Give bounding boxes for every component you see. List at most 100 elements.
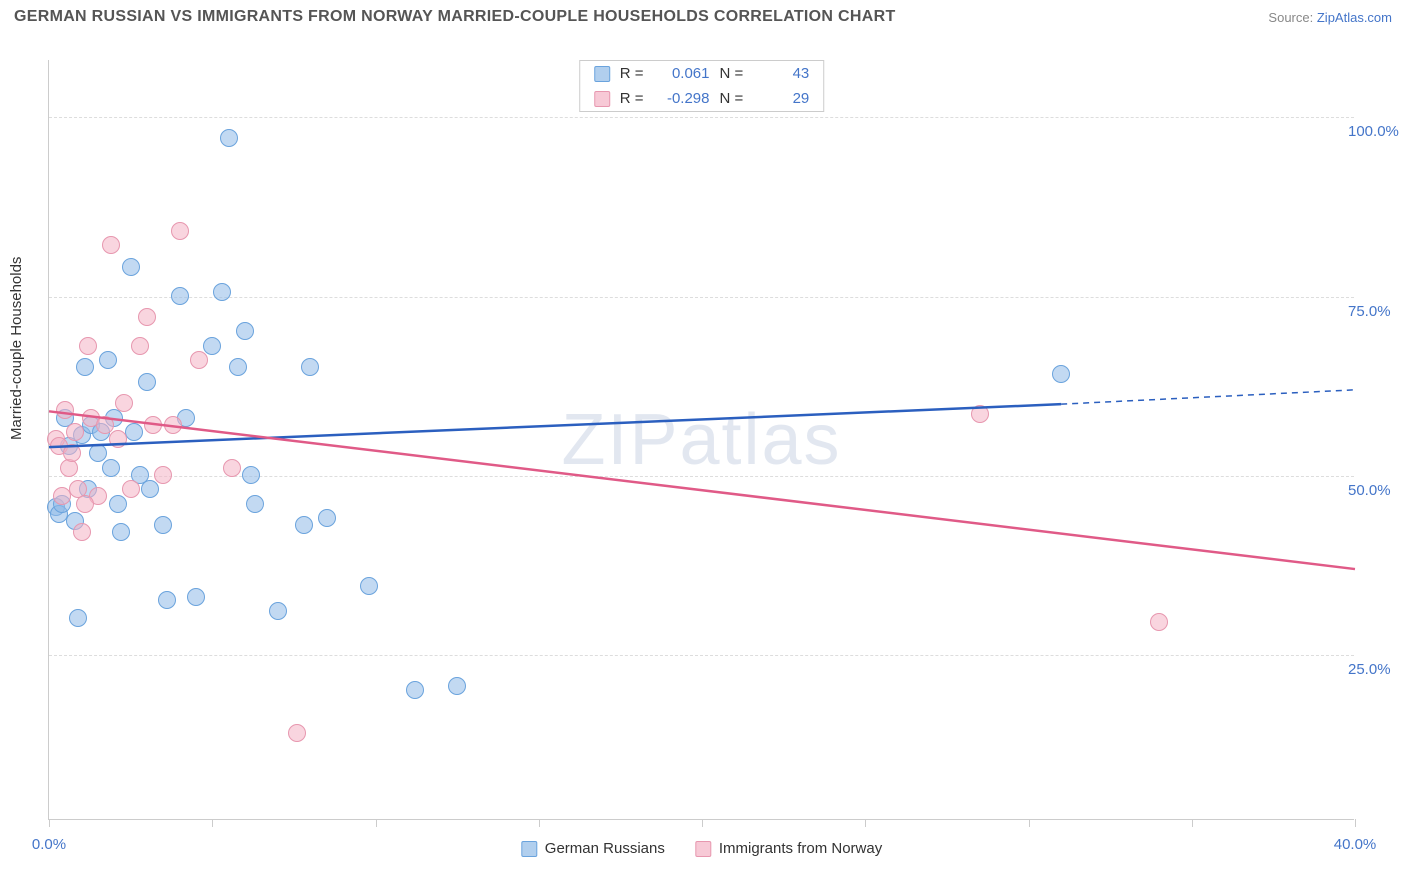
chart-title: GERMAN RUSSIAN VS IMMIGRANTS FROM NORWAY… bbox=[14, 8, 896, 25]
scatter-point bbox=[171, 287, 189, 305]
legend-r-label: R = bbox=[620, 90, 644, 107]
scatter-point bbox=[53, 487, 71, 505]
x-tick bbox=[865, 819, 866, 827]
legend-swatch-blue bbox=[521, 841, 537, 857]
series-legend-item: German Russians bbox=[521, 840, 665, 857]
x-tick bbox=[376, 819, 377, 827]
trend-line-solid bbox=[49, 411, 1355, 569]
gridline bbox=[49, 297, 1354, 298]
scatter-point bbox=[63, 444, 81, 462]
source-label: Source: bbox=[1268, 10, 1313, 25]
x-tick bbox=[1192, 819, 1193, 827]
scatter-point bbox=[144, 416, 162, 434]
scatter-point bbox=[154, 516, 172, 534]
scatter-point bbox=[164, 416, 182, 434]
x-tick bbox=[212, 819, 213, 827]
scatter-point bbox=[99, 351, 117, 369]
scatter-point bbox=[138, 308, 156, 326]
series-legend-item: Immigrants from Norway bbox=[695, 840, 882, 857]
scatter-point bbox=[220, 129, 238, 147]
series-label-pink: Immigrants from Norway bbox=[719, 840, 882, 857]
trend-line-solid bbox=[49, 404, 1061, 447]
scatter-point bbox=[1052, 365, 1070, 383]
y-tick-label: 25.0% bbox=[1344, 661, 1395, 678]
source-link[interactable]: ZipAtlas.com bbox=[1317, 10, 1392, 25]
correlation-legend: R = 0.061 N = 43 R = -0.298 N = 29 bbox=[579, 60, 825, 112]
scatter-point bbox=[154, 466, 172, 484]
scatter-point bbox=[158, 591, 176, 609]
x-tick bbox=[1029, 819, 1030, 827]
series-label-blue: German Russians bbox=[545, 840, 665, 857]
chart-container: GERMAN RUSSIAN VS IMMIGRANTS FROM NORWAY… bbox=[0, 0, 1406, 892]
scatter-point bbox=[96, 416, 114, 434]
scatter-point bbox=[89, 444, 107, 462]
x-tick-label: 40.0% bbox=[1334, 836, 1377, 853]
scatter-point bbox=[301, 358, 319, 376]
legend-n-value-pink: 29 bbox=[753, 90, 809, 107]
legend-swatch-pink bbox=[695, 841, 711, 857]
scatter-point bbox=[360, 577, 378, 595]
scatter-point bbox=[69, 609, 87, 627]
scatter-point bbox=[269, 602, 287, 620]
x-tick bbox=[49, 819, 50, 827]
legend-swatch-blue bbox=[594, 66, 610, 82]
scatter-point bbox=[73, 523, 91, 541]
scatter-point bbox=[288, 724, 306, 742]
scatter-point bbox=[971, 405, 989, 423]
series-legend: German Russians Immigrants from Norway bbox=[521, 840, 882, 857]
scatter-point bbox=[122, 258, 140, 276]
scatter-point bbox=[56, 401, 74, 419]
scatter-point bbox=[242, 466, 260, 484]
scatter-point bbox=[406, 681, 424, 699]
correlation-legend-row: R = 0.061 N = 43 bbox=[580, 61, 824, 86]
scatter-point bbox=[115, 394, 133, 412]
x-tick-label: 0.0% bbox=[32, 836, 66, 853]
y-axis-label: Married-couple Households bbox=[8, 257, 25, 440]
scatter-point bbox=[448, 677, 466, 695]
source-attribution: Source: ZipAtlas.com bbox=[1268, 10, 1392, 25]
scatter-point bbox=[109, 495, 127, 513]
gridline bbox=[49, 117, 1354, 118]
legend-n-label: N = bbox=[720, 65, 744, 82]
watermark: ZIPatlas bbox=[561, 399, 841, 481]
scatter-point bbox=[76, 358, 94, 376]
scatter-point bbox=[1150, 613, 1168, 631]
scatter-point bbox=[76, 495, 94, 513]
legend-r-value-blue: 0.061 bbox=[654, 65, 710, 82]
scatter-point bbox=[112, 523, 130, 541]
correlation-legend-row: R = -0.298 N = 29 bbox=[580, 86, 824, 111]
scatter-point bbox=[203, 337, 221, 355]
legend-n-value-blue: 43 bbox=[753, 65, 809, 82]
scatter-point bbox=[318, 509, 336, 527]
scatter-point bbox=[171, 222, 189, 240]
gridline bbox=[49, 655, 1354, 656]
y-tick-label: 50.0% bbox=[1344, 482, 1395, 499]
scatter-point bbox=[122, 480, 140, 498]
scatter-point bbox=[102, 459, 120, 477]
y-tick-label: 75.0% bbox=[1344, 303, 1395, 320]
y-tick-label: 100.0% bbox=[1344, 123, 1403, 140]
trend-line-dashed bbox=[1061, 390, 1355, 404]
trend-lines-svg bbox=[49, 60, 1355, 820]
scatter-point bbox=[102, 236, 120, 254]
scatter-point bbox=[141, 480, 159, 498]
legend-swatch-pink bbox=[594, 91, 610, 107]
scatter-point bbox=[246, 495, 264, 513]
scatter-point bbox=[229, 358, 247, 376]
legend-r-value-pink: -0.298 bbox=[654, 90, 710, 107]
x-tick bbox=[1355, 819, 1356, 827]
scatter-point bbox=[125, 423, 143, 441]
title-bar: GERMAN RUSSIAN VS IMMIGRANTS FROM NORWAY… bbox=[14, 8, 1392, 38]
scatter-point bbox=[295, 516, 313, 534]
plot-area: ZIPatlas R = 0.061 N = 43 R = -0.298 N =… bbox=[48, 60, 1354, 820]
scatter-point bbox=[138, 373, 156, 391]
x-tick bbox=[702, 819, 703, 827]
legend-r-label: R = bbox=[620, 65, 644, 82]
legend-n-label: N = bbox=[720, 90, 744, 107]
scatter-point bbox=[79, 337, 97, 355]
scatter-point bbox=[109, 430, 127, 448]
scatter-point bbox=[223, 459, 241, 477]
scatter-point bbox=[190, 351, 208, 369]
scatter-point bbox=[131, 337, 149, 355]
scatter-point bbox=[213, 283, 231, 301]
